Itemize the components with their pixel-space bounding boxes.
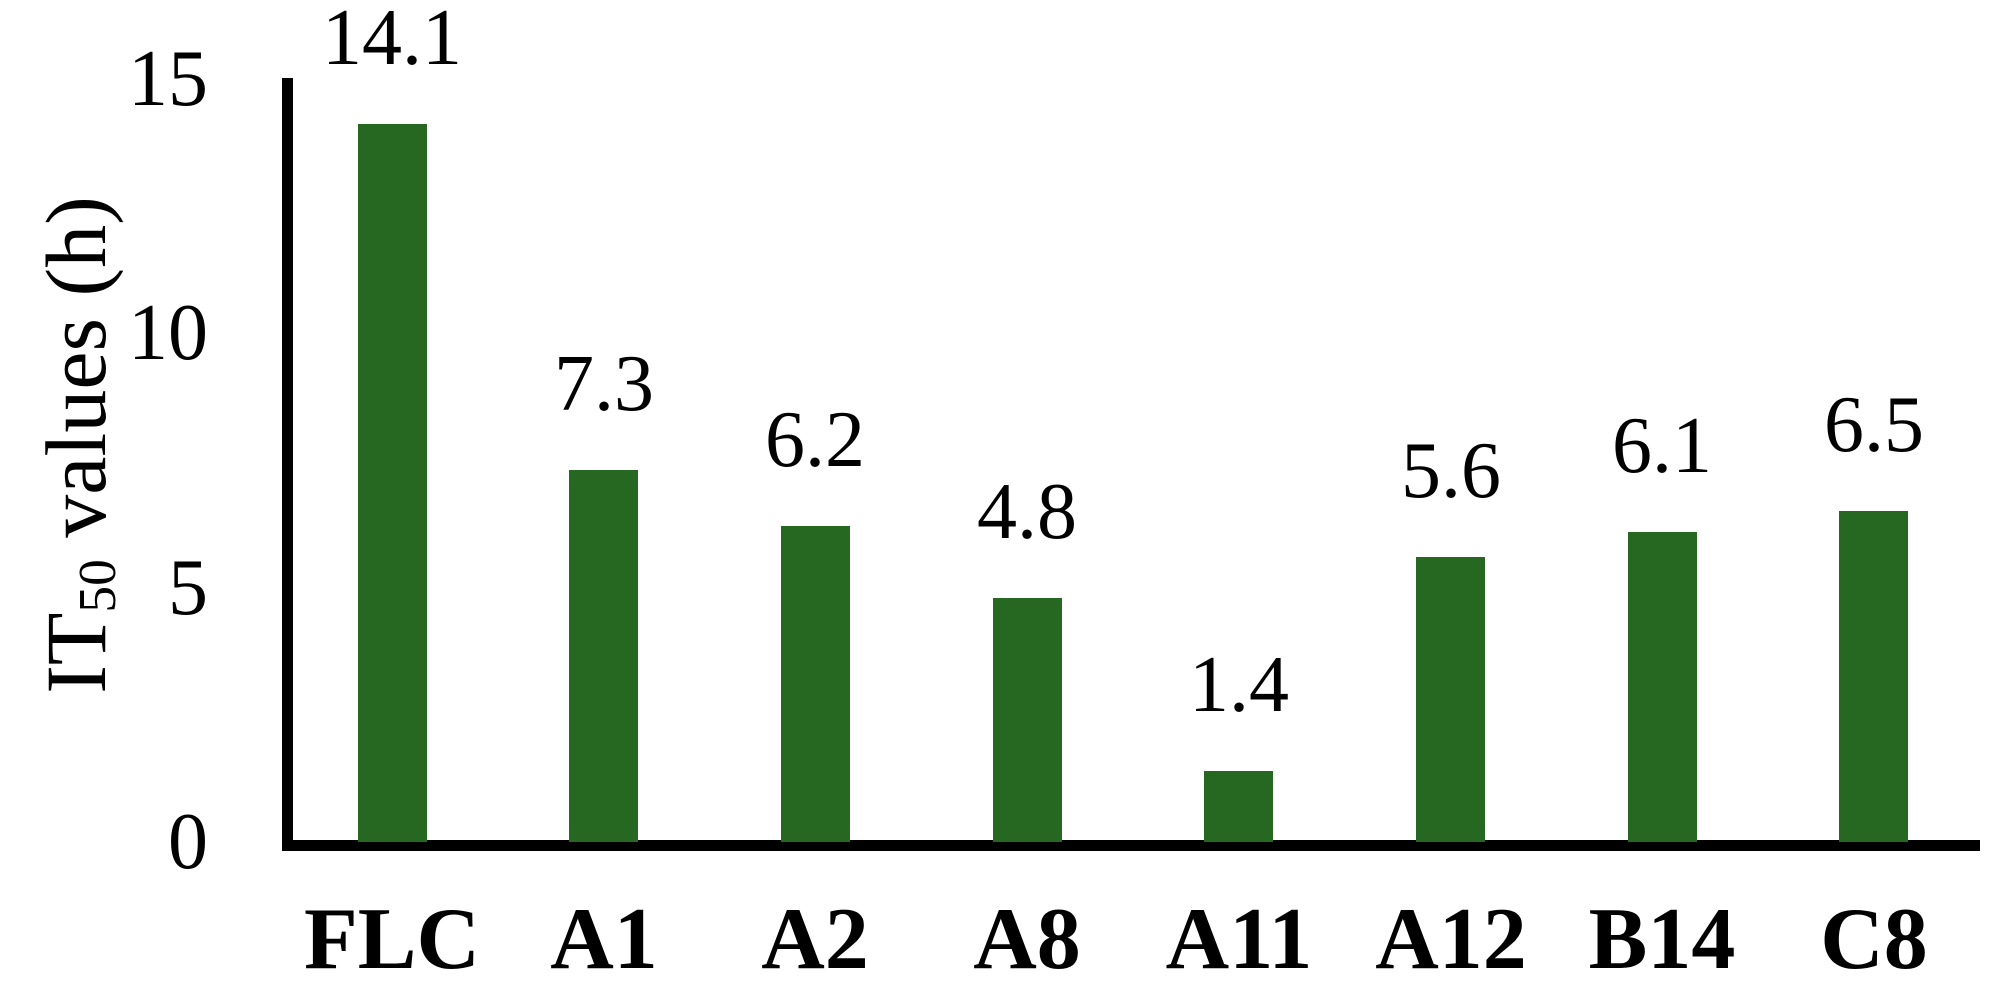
y-tick-label-15: 15 xyxy=(128,34,208,123)
bar-A12 xyxy=(1416,557,1485,842)
data-label-C8: 6.5 xyxy=(1824,381,1924,469)
y-tick-label-0: 0 xyxy=(168,798,208,886)
data-label-A11: 1.4 xyxy=(1189,641,1289,729)
data-label-B14: 6.1 xyxy=(1612,402,1712,490)
bar-A1 xyxy=(569,470,638,842)
data-label-A2: 6.2 xyxy=(765,396,865,484)
y-tick-label-5: 5 xyxy=(168,543,208,632)
y-axis-title-rest: values (h) xyxy=(28,196,124,560)
data-label-A8: 4.8 xyxy=(977,468,1077,556)
data-label-A1: 7.3 xyxy=(554,340,654,428)
bar-A11 xyxy=(1204,771,1273,842)
bar-FLC xyxy=(358,124,427,842)
category-label-C8: C8 xyxy=(1820,891,1928,988)
bar-A8 xyxy=(993,598,1062,842)
bar-A2 xyxy=(781,526,850,842)
bar-C8 xyxy=(1839,511,1908,842)
category-label-FLC: FLC xyxy=(304,891,480,988)
data-label-FLC: 14.1 xyxy=(322,0,462,82)
category-label-A1: A1 xyxy=(550,891,658,988)
category-label-A2: A2 xyxy=(761,891,869,988)
y-axis-line xyxy=(282,78,293,851)
x-axis-line xyxy=(282,840,1980,851)
category-label-A8: A8 xyxy=(973,891,1081,988)
bar-B14 xyxy=(1628,532,1697,842)
y-tick-label-10: 10 xyxy=(128,289,208,377)
category-label-A12: A12 xyxy=(1375,891,1527,988)
category-label-B14: B14 xyxy=(1588,891,1736,988)
data-label-A12: 5.6 xyxy=(1401,427,1501,515)
category-label-A11: A11 xyxy=(1165,891,1313,988)
